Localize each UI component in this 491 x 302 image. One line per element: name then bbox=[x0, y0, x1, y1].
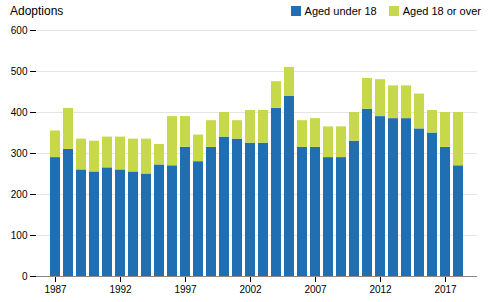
svg-text:2007: 2007 bbox=[304, 284, 327, 295]
svg-text:2017: 2017 bbox=[434, 284, 457, 295]
svg-text:2002: 2002 bbox=[239, 284, 262, 295]
svg-text:500: 500 bbox=[11, 66, 28, 77]
html-text:Aged 18 or over: Aged 18 or over bbox=[402, 5, 481, 17]
svg-text:1987: 1987 bbox=[44, 284, 67, 295]
html-text:Aged under 18: Aged under 18 bbox=[304, 5, 377, 17]
svg-text:1992: 1992 bbox=[109, 284, 132, 295]
svg-text:100: 100 bbox=[11, 230, 28, 241]
svg-text:0: 0 bbox=[22, 271, 28, 282]
svg-text:400: 400 bbox=[11, 107, 28, 118]
svg-text:300: 300 bbox=[11, 148, 28, 159]
html-text:Adoptions: Adoptions bbox=[10, 4, 64, 18]
svg-text:600: 600 bbox=[11, 25, 28, 36]
svg-text:1997: 1997 bbox=[174, 284, 197, 295]
svg-text:200: 200 bbox=[11, 189, 28, 200]
svg-text:2012: 2012 bbox=[369, 284, 392, 295]
